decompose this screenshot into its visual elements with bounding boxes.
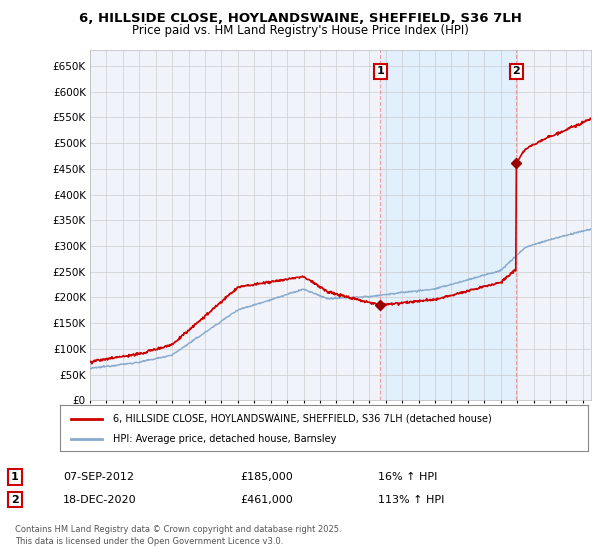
Text: 07-SEP-2012: 07-SEP-2012 xyxy=(63,472,134,482)
Text: 2: 2 xyxy=(512,67,520,76)
Text: 113% ↑ HPI: 113% ↑ HPI xyxy=(378,494,445,505)
Text: 2: 2 xyxy=(11,494,19,505)
Text: 6, HILLSIDE CLOSE, HOYLANDSWAINE, SHEFFIELD, S36 7LH (detached house): 6, HILLSIDE CLOSE, HOYLANDSWAINE, SHEFFI… xyxy=(113,414,491,424)
Text: 6, HILLSIDE CLOSE, HOYLANDSWAINE, SHEFFIELD, S36 7LH: 6, HILLSIDE CLOSE, HOYLANDSWAINE, SHEFFI… xyxy=(79,12,521,25)
Text: Price paid vs. HM Land Registry's House Price Index (HPI): Price paid vs. HM Land Registry's House … xyxy=(131,24,469,36)
Text: 1: 1 xyxy=(377,67,384,76)
Text: 16% ↑ HPI: 16% ↑ HPI xyxy=(378,472,437,482)
Text: 1: 1 xyxy=(11,472,19,482)
Text: £461,000: £461,000 xyxy=(240,494,293,505)
Text: £185,000: £185,000 xyxy=(240,472,293,482)
Text: Contains HM Land Registry data © Crown copyright and database right 2025.
This d: Contains HM Land Registry data © Crown c… xyxy=(15,525,341,546)
Text: 18-DEC-2020: 18-DEC-2020 xyxy=(63,494,137,505)
Text: HPI: Average price, detached house, Barnsley: HPI: Average price, detached house, Barn… xyxy=(113,435,336,444)
